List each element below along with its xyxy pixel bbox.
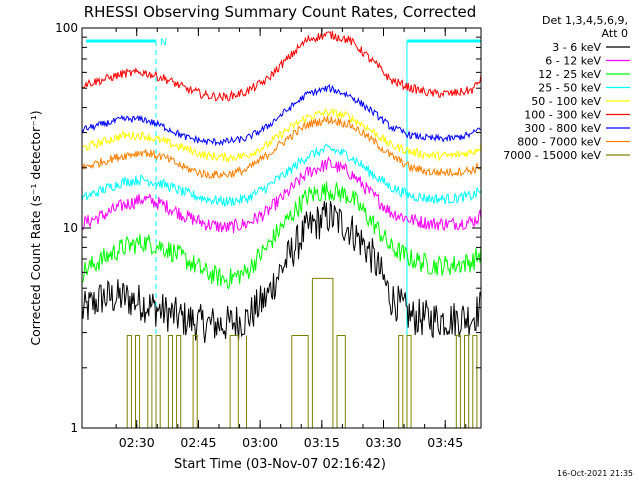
series-8-segment-4 bbox=[452, 335, 482, 429]
legend-label-0: 3 - 6 keV bbox=[552, 41, 601, 54]
series-4 bbox=[81, 108, 482, 163]
legend-header-line-2: Att 0 bbox=[602, 27, 628, 40]
legend-header-line-1: Det 1,3,4,5,6,9, bbox=[542, 14, 628, 27]
legend-label-8: 7000 - 15000 keV bbox=[503, 149, 601, 162]
series-8-segment-1 bbox=[221, 335, 247, 429]
legend-label-1: 6 - 12 keV bbox=[545, 55, 601, 68]
legend-label-2: 12 - 25 keV bbox=[538, 68, 601, 81]
attenuator-label: N bbox=[160, 38, 167, 48]
x-tick-label-2: 03:00 bbox=[242, 435, 278, 450]
series-3-line bbox=[81, 143, 482, 208]
x-tick-label-4: 03:30 bbox=[365, 435, 401, 450]
series-7 bbox=[81, 115, 482, 180]
legend-label-5: 100 - 300 keV bbox=[524, 109, 601, 122]
series-1-line bbox=[81, 156, 482, 234]
series-8 bbox=[123, 277, 482, 429]
series-7-line bbox=[81, 115, 482, 180]
series-8-segment-2 bbox=[287, 277, 354, 429]
plot-frame bbox=[81, 27, 482, 429]
y-axis-ticks: 1 10 100 bbox=[55, 21, 481, 435]
plot-area: N bbox=[81, 30, 482, 429]
x-tick-label-1: 02:45 bbox=[180, 435, 216, 450]
chart-title: RHESSI Observing Summary Count Rates, Co… bbox=[84, 3, 477, 21]
legend-label-7: 800 - 7000 keV bbox=[517, 136, 601, 149]
series-5-line bbox=[81, 30, 482, 102]
series-0-line bbox=[81, 200, 482, 344]
series-2 bbox=[81, 181, 482, 290]
series-3 bbox=[81, 143, 482, 208]
x-tick-label-0: 02:30 bbox=[119, 435, 155, 450]
y-axis-label: Corrected Count Rate (s⁻¹ detector⁻¹) bbox=[28, 110, 43, 345]
x-axis-ticks: 02:30 02:45 03:00 03:15 03:30 03:45 bbox=[115, 28, 467, 450]
series-5 bbox=[81, 30, 482, 102]
series-6-line bbox=[81, 83, 482, 147]
legend-label-4: 50 - 100 keV bbox=[531, 95, 601, 108]
legend-label-3: 25 - 50 keV bbox=[538, 82, 601, 95]
axes-frame bbox=[81, 27, 482, 429]
x-axis-label: Start Time (03-Nov-07 02:16:42) bbox=[174, 457, 386, 472]
footer-date: 16-Oct-2021 21:35 bbox=[557, 469, 633, 478]
y-tick-label-2: 100 bbox=[55, 21, 78, 35]
y-tick-label-1: 10 bbox=[63, 221, 78, 235]
y-tick-label-0: 1 bbox=[70, 421, 78, 435]
x-tick-label-5: 03:45 bbox=[427, 435, 463, 450]
legend-label-6: 300 - 800 keV bbox=[524, 122, 601, 135]
series-2-line bbox=[81, 181, 482, 290]
series-4-line bbox=[81, 108, 482, 163]
x-tick-label-3: 03:15 bbox=[304, 435, 340, 450]
series-0 bbox=[81, 200, 482, 344]
series-1 bbox=[81, 156, 482, 234]
series-6 bbox=[81, 83, 482, 147]
series-8-segment-3 bbox=[394, 335, 412, 429]
series-8-segment-0 bbox=[123, 335, 198, 429]
